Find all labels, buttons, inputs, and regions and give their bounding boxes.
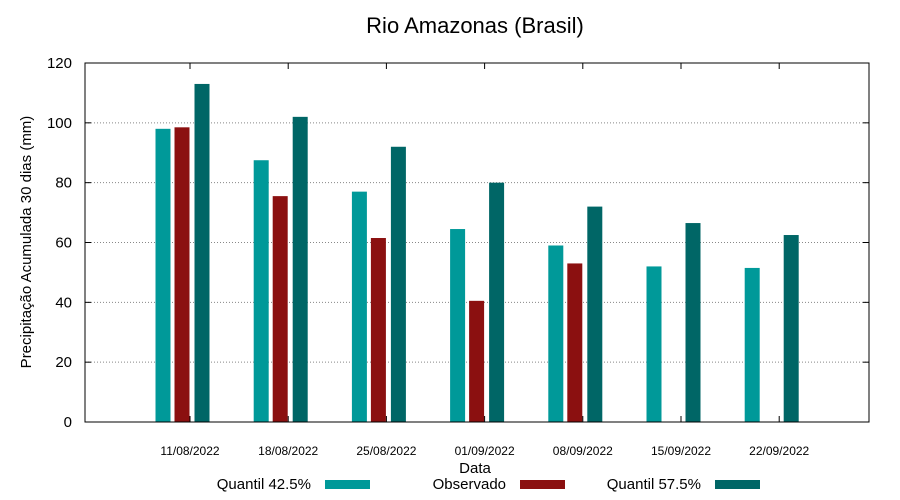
x-tick-label: 11/08/2022 — [160, 444, 219, 458]
y-tick-label: 0 — [64, 414, 72, 431]
x-tick-label: 18/08/2022 — [258, 444, 318, 458]
bar-quantil-57-5-6 — [783, 235, 799, 422]
legend-swatch — [715, 480, 760, 489]
bar-observado-3 — [469, 300, 485, 422]
chart-title: Rio Amazonas (Brasil) — [366, 13, 584, 38]
bar-quantil-57-5-3 — [489, 182, 505, 422]
bar-quantil-42-5-6 — [744, 267, 760, 422]
legend-swatch — [325, 480, 370, 489]
legend-label: Observado — [433, 476, 506, 493]
bar-quantil-42-5-1 — [253, 160, 269, 422]
y-axis-ticks: 0 20 40 60 80 100 120 — [47, 55, 869, 431]
x-tick-label: 25/08/2022 — [356, 444, 416, 458]
bar-quantil-42-5-5 — [646, 266, 662, 422]
x-axis-ticks: 11/08/2022 18/08/2022 25/08/2022 01/09/2022… — [160, 63, 810, 458]
legend-label: Quantil 57.5% — [607, 476, 701, 493]
bar-observado-2 — [370, 238, 386, 422]
y-tick-label: 120 — [47, 55, 72, 72]
legend: Quantil 42.5% Observado Quantil 57.5% — [217, 476, 760, 493]
x-tick-label: 22/09/2022 — [749, 444, 809, 458]
plot-frame — [84, 62, 870, 423]
x-tick-label: 15/09/2022 — [651, 444, 711, 458]
bar-quantil-42-5-2 — [351, 191, 367, 422]
y-axis-label: Precipitação Acumulada 30 dias (mm) — [18, 116, 35, 369]
legend-label: Quantil 42.5% — [217, 476, 311, 493]
y-tick-label: 80 — [55, 175, 72, 192]
bar-quantil-42-5-3 — [450, 229, 466, 422]
y-tick-label: 100 — [47, 115, 72, 132]
y-tick-label: 20 — [55, 354, 72, 371]
y-tick-label: 60 — [55, 235, 72, 252]
bars — [155, 83, 799, 423]
bar-quantil-57-5-2 — [390, 146, 406, 422]
y-tick-label: 40 — [55, 294, 72, 311]
x-axis-label: Data — [459, 460, 491, 477]
bar-observado-4 — [567, 263, 583, 422]
legend-swatch — [520, 480, 565, 489]
bar-quantil-57-5-4 — [587, 206, 603, 422]
bar-quantil-42-5-4 — [548, 245, 564, 422]
bar-observado-0 — [174, 127, 190, 422]
bar-quantil-57-5-5 — [685, 223, 701, 422]
x-tick-label: 01/09/2022 — [455, 444, 515, 458]
bar-quantil-42-5-0 — [155, 128, 171, 423]
bar-quantil-57-5-1 — [292, 116, 308, 422]
bar-observado-1 — [272, 196, 288, 422]
bar-quantil-57-5-0 — [194, 83, 210, 423]
x-tick-label: 08/09/2022 — [553, 444, 613, 458]
